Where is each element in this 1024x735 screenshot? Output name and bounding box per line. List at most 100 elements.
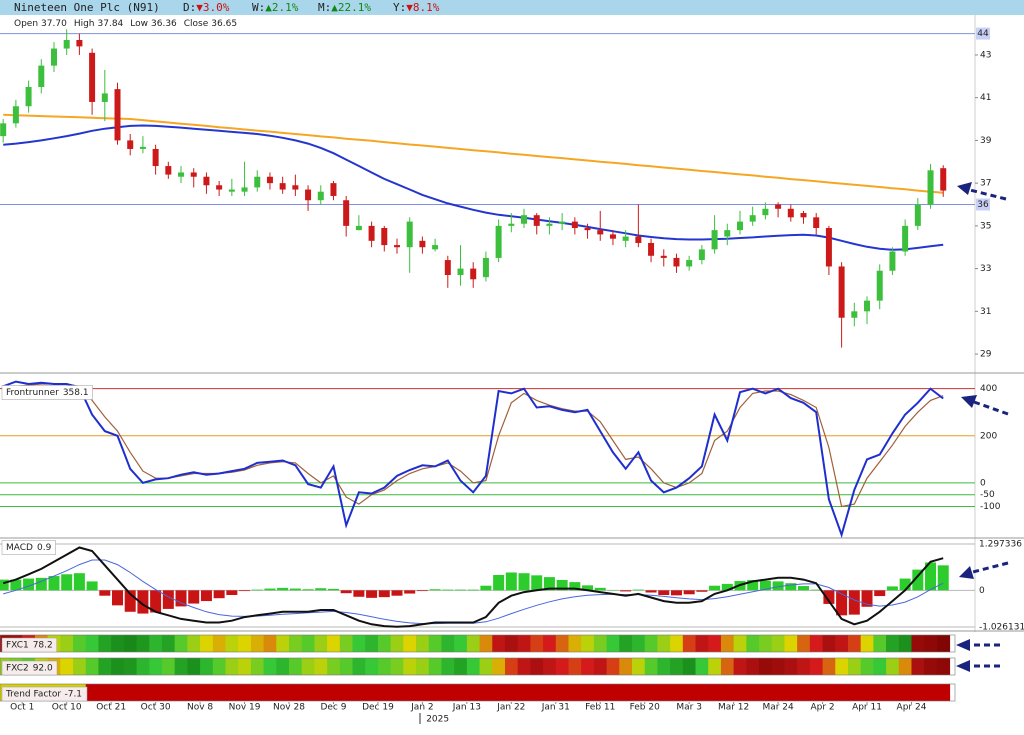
candle-body xyxy=(482,257,489,278)
heat-cell xyxy=(98,684,112,701)
heat-cell xyxy=(225,635,239,652)
heat-cell xyxy=(504,684,519,701)
heat-cell xyxy=(111,684,125,701)
histogram-bar xyxy=(353,590,365,597)
candle-body xyxy=(749,215,756,222)
heat-cell xyxy=(606,635,620,652)
x-tick-label: Jan 13 xyxy=(452,703,481,713)
heat-cell xyxy=(898,684,912,701)
candle-body xyxy=(559,221,566,224)
x-tick-label: Nov 8 xyxy=(187,703,213,713)
y-tick-label: -50 xyxy=(980,490,995,500)
heat-cell xyxy=(822,684,836,701)
histogram-bar xyxy=(696,590,708,592)
panel-title-box xyxy=(1,385,93,400)
histogram-bar xyxy=(99,590,111,596)
heat-cell xyxy=(187,684,201,701)
heat-cell xyxy=(746,658,760,675)
heat-cell xyxy=(911,684,925,701)
panel-title: Frontrunner 358.1 xyxy=(6,388,89,398)
histogram-bar xyxy=(709,585,721,591)
heat-cell xyxy=(860,684,874,701)
candle-body xyxy=(864,300,871,312)
year-label: 2025 xyxy=(426,715,449,725)
heat-cell xyxy=(860,635,874,652)
heat-cell xyxy=(454,684,468,701)
candle-body xyxy=(266,176,273,184)
heat-cell xyxy=(136,635,150,652)
panel-title-name: FXC2 xyxy=(6,663,29,673)
histogram-bar xyxy=(480,585,492,591)
moving-average xyxy=(3,124,944,251)
panel-title: FXC2 92.0 xyxy=(6,663,53,673)
y-tick-label: 37 xyxy=(980,179,991,189)
heat-cell xyxy=(543,658,557,675)
panel-title-value: -7.1 xyxy=(64,689,82,699)
readout-value: 37.70 xyxy=(41,19,67,29)
heat-cell xyxy=(111,635,125,652)
candle-body xyxy=(343,200,350,226)
heat-cell xyxy=(619,658,633,675)
y-tick-label: 29 xyxy=(980,350,992,360)
candle-body xyxy=(736,221,743,231)
heat-cell xyxy=(924,684,938,701)
heat-cell xyxy=(441,635,455,652)
histogram-bar xyxy=(264,588,276,591)
arrows xyxy=(956,182,1009,672)
heat-cell xyxy=(632,635,646,652)
heat-cell xyxy=(936,658,951,675)
candle-body xyxy=(711,230,718,250)
histogram-bar xyxy=(569,582,581,591)
histogram-bar xyxy=(798,586,810,591)
x-tick-label: Mar 3 xyxy=(676,703,702,713)
histogram-bar xyxy=(327,588,339,591)
change-value: 2.1% xyxy=(272,1,299,14)
histogram-bar xyxy=(302,589,314,591)
heat-cell xyxy=(835,658,849,675)
heat-cell xyxy=(886,658,900,675)
heat-cell xyxy=(289,684,303,701)
readout-value: 37.84 xyxy=(98,19,124,29)
heat-cell xyxy=(327,658,341,675)
indicator-line xyxy=(2,380,944,539)
panel-title-box xyxy=(1,686,88,702)
arrow-line xyxy=(972,561,1009,574)
histogram-bar xyxy=(429,589,441,591)
histogram-bar xyxy=(442,589,454,591)
candle-body xyxy=(724,230,731,237)
histogram-bar xyxy=(251,589,263,591)
panel-title: FXC1 78.2 xyxy=(6,640,53,650)
heat-cell xyxy=(644,635,658,652)
heat-cell xyxy=(161,684,176,701)
heat-cell xyxy=(670,684,684,701)
heat-cell xyxy=(911,635,925,652)
header-change: D:▼3.0% xyxy=(183,1,230,14)
heat-cell xyxy=(543,635,557,652)
heat-cell xyxy=(581,658,595,675)
candle-body xyxy=(406,221,413,248)
readout-label: Open xyxy=(14,19,38,29)
x-tick-label: Apr 2 xyxy=(810,703,834,713)
heat-cell xyxy=(377,684,392,701)
change-value: 3.0% xyxy=(203,1,230,14)
heat-cell xyxy=(619,635,633,652)
heat-cell xyxy=(847,684,862,701)
candle-body xyxy=(241,187,248,192)
change-label: M: xyxy=(318,1,331,14)
heat-cell xyxy=(479,684,493,701)
histogram-bar xyxy=(632,589,644,591)
heat-cell xyxy=(860,658,874,675)
heat-cell xyxy=(73,658,87,675)
change-label: D: xyxy=(183,1,196,14)
heat-cell xyxy=(238,658,252,675)
heat-cell xyxy=(632,684,646,701)
histogram-bar xyxy=(785,583,797,591)
heat-cell xyxy=(822,635,836,652)
candle-body xyxy=(495,225,502,258)
reference-label: 44 xyxy=(977,29,989,39)
heat-cell xyxy=(263,635,277,652)
heat-cell xyxy=(720,658,735,675)
heat-cell xyxy=(504,635,519,652)
histogram-bar xyxy=(10,579,22,591)
heat-cell xyxy=(149,658,163,675)
